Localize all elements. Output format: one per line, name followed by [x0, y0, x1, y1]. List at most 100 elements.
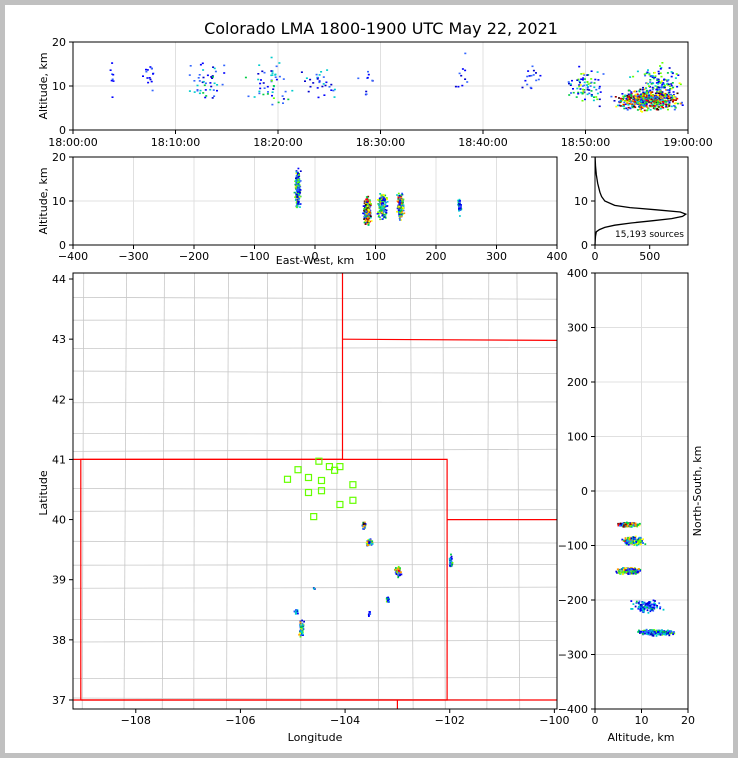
ns-alt-tick-label: 20	[681, 714, 695, 727]
time-source-point	[644, 93, 647, 95]
ns-source-point	[621, 568, 624, 570]
time-source-point	[668, 103, 671, 105]
map-source-point	[301, 623, 304, 626]
time-source-point	[670, 98, 673, 101]
time-source-point	[630, 95, 633, 98]
time-source-point	[188, 74, 191, 76]
time-source-point	[630, 97, 633, 99]
map-source-point	[397, 570, 400, 573]
time-source-point	[658, 92, 660, 95]
hist-alt-tick-label: 20	[574, 151, 588, 164]
ew-source-point	[366, 210, 369, 212]
ns-source-point	[623, 567, 625, 569]
ns-source-point	[645, 628, 648, 631]
time-tick-label: 18:00:00	[48, 136, 97, 149]
time-source-point	[593, 86, 596, 89]
time-source-point	[521, 86, 524, 89]
ns-source-point	[654, 632, 657, 635]
map-source-point	[296, 609, 299, 611]
ew-source-point	[296, 181, 299, 184]
time-source-point	[665, 103, 668, 106]
ns-source-point	[621, 538, 624, 541]
time-tick-label: 18:10:00	[151, 136, 200, 149]
lma-station-marker	[304, 488, 313, 497]
ns-source-point	[641, 606, 643, 609]
time-source-point	[623, 101, 626, 104]
ns-tick-label: 0	[581, 485, 588, 498]
ew-source-point	[298, 203, 301, 205]
ns-source-point	[625, 571, 628, 573]
map-source-point	[450, 555, 453, 558]
time-source-point	[674, 106, 677, 109]
ns-source-point	[665, 632, 668, 635]
ns-source-point	[673, 631, 675, 633]
time-source-point	[649, 89, 652, 92]
time-source-point	[630, 91, 633, 93]
time-source-point	[572, 88, 574, 90]
time-source-point	[223, 64, 226, 67]
ew-source-point	[386, 197, 388, 199]
time-source-point	[464, 52, 467, 55]
time-source-point	[593, 82, 596, 84]
map-source-point	[301, 633, 304, 635]
ew-source-point	[294, 199, 297, 201]
ew-source-point	[364, 213, 366, 216]
time-source-point	[657, 88, 660, 91]
time-source-point	[209, 82, 212, 84]
map-source-point	[449, 558, 451, 560]
ew-source-point	[297, 172, 299, 174]
time-source-point	[650, 83, 653, 85]
map-source-point	[366, 541, 369, 543]
time-source-point	[646, 91, 649, 94]
time-source-point	[270, 56, 273, 59]
ns-source-point	[643, 629, 645, 632]
time-source-point	[598, 105, 601, 108]
time-source-point	[665, 101, 667, 103]
time-source-point	[253, 96, 256, 98]
altitude-ns-ylabel: North-South, km	[691, 446, 704, 537]
time-source-point	[570, 92, 572, 94]
ew-source-point	[295, 206, 298, 209]
time-source-point	[198, 92, 201, 95]
time-source-point	[634, 99, 637, 101]
time-source-point	[633, 103, 636, 105]
ew-source-point	[396, 200, 399, 202]
ns-source-point	[629, 524, 632, 527]
time-source-point	[623, 105, 625, 107]
hist-tick-label: 0	[592, 250, 599, 263]
ew-source-point	[297, 189, 300, 191]
ns-source-point	[652, 609, 655, 612]
ew-source-point	[398, 210, 401, 213]
ns-source-point	[635, 541, 638, 543]
lma-station-marker	[336, 500, 344, 509]
time-source-point	[618, 100, 620, 103]
map-source-point	[299, 632, 301, 635]
time-source-point	[644, 101, 647, 103]
time-source-point	[667, 103, 670, 106]
ew-source-point	[381, 205, 384, 207]
map-source-point	[449, 560, 451, 563]
time-source-point	[652, 82, 655, 85]
time-source-point	[670, 96, 673, 99]
ew-source-point	[296, 188, 299, 191]
time-source-point	[669, 93, 671, 96]
time-source-point	[630, 103, 633, 105]
time-source-point	[211, 77, 214, 79]
ns-source-point	[649, 610, 652, 613]
time-source-point	[665, 95, 668, 97]
ns-source-point	[627, 523, 630, 526]
map-source-point	[300, 634, 302, 637]
ew-source-point	[398, 198, 401, 201]
time-source-point	[624, 99, 627, 102]
time-source-point	[627, 104, 630, 106]
ns-source-point	[667, 632, 669, 635]
ns-source-point	[626, 570, 629, 573]
ns-source-point	[648, 629, 651, 632]
sources-annotation: 15,193 sources	[615, 230, 684, 240]
state-border	[342, 338, 557, 341]
ns-source-point	[631, 572, 634, 574]
ew-source-point	[403, 212, 406, 215]
ew-source-point	[298, 196, 301, 198]
time-source-point	[146, 77, 149, 79]
time-source-point	[365, 93, 368, 95]
